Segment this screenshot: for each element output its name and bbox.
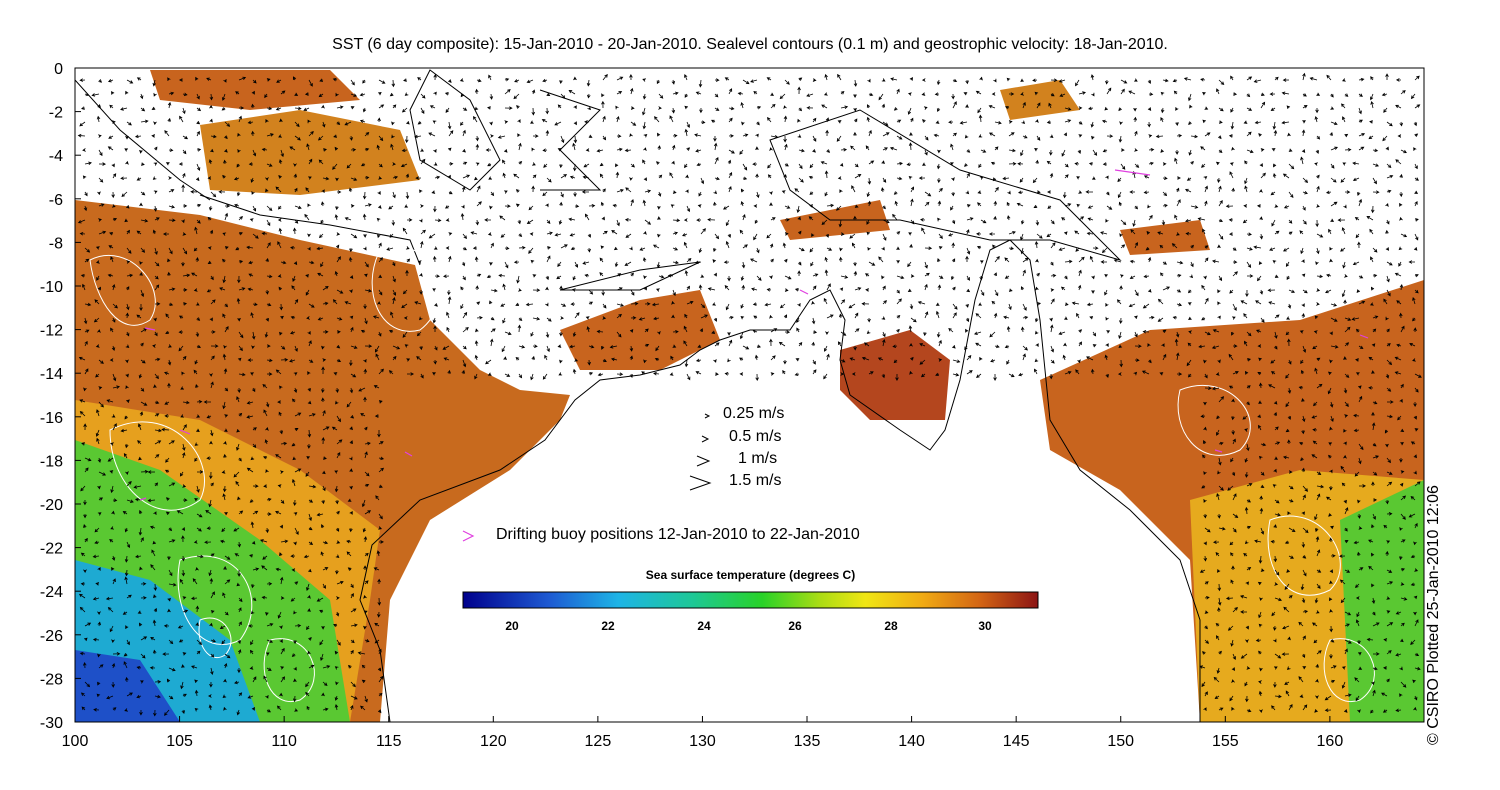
map-title: SST (6 day composite): 15-Jan-2010 - 20-… bbox=[332, 36, 1168, 53]
plot-frame bbox=[74, 67, 1425, 723]
arrow-0.25 bbox=[704, 413, 711, 419]
x-tick-label: 100 bbox=[62, 733, 89, 750]
sumatra-coast bbox=[75, 79, 211, 201]
x-tick-label: 140 bbox=[898, 733, 925, 750]
sst-west-cold bbox=[75, 650, 180, 722]
x-tick-label: 115 bbox=[376, 733, 402, 750]
sst-pacific-north bbox=[1000, 80, 1080, 120]
credit-label: © CSIRO Plotted 25-Jan-2010 12:06 bbox=[1425, 485, 1442, 745]
y-tick-label: -30 bbox=[40, 715, 63, 732]
x-tick-label: 150 bbox=[1107, 733, 1134, 750]
velocity-legend-label: 0.5 m/s bbox=[729, 428, 782, 445]
borneo-coast bbox=[409, 69, 501, 191]
y-tick-label: -6 bbox=[49, 192, 63, 209]
colorbar-tick: 22 bbox=[601, 619, 615, 633]
y-tick-label: -20 bbox=[40, 497, 63, 514]
y-tick-label: -16 bbox=[40, 410, 63, 427]
x-tick-label: 130 bbox=[689, 733, 716, 750]
x-tick-label: 155 bbox=[1212, 733, 1239, 750]
sst-gulf bbox=[840, 330, 950, 420]
colorbar-tick: 24 bbox=[697, 619, 711, 633]
y-tick-label: -14 bbox=[40, 366, 63, 383]
y-tick-label: -10 bbox=[40, 279, 63, 296]
x-axis: 100 105 110 115 120 125 130 135 140 145 150 155 160 bbox=[62, 716, 1344, 750]
colorbar-title: Sea surface temperature (degrees C) bbox=[645, 568, 856, 582]
timor-coast bbox=[559, 261, 701, 291]
y-tick-label: -18 bbox=[40, 453, 63, 470]
buoy-legend-symbol bbox=[462, 530, 475, 542]
y-tick-label: -22 bbox=[40, 541, 63, 558]
velocity-legend-arrows bbox=[689, 413, 712, 491]
coastlines bbox=[75, 69, 1201, 722]
colorbar-tick: 26 bbox=[788, 619, 802, 633]
x-tick-label: 120 bbox=[480, 733, 507, 750]
y-tick-label: -12 bbox=[40, 323, 63, 340]
sst-solomon bbox=[1120, 220, 1210, 255]
drifting-buoys bbox=[139, 169, 1369, 501]
colorbar bbox=[462, 591, 1039, 609]
x-tick-label: 135 bbox=[794, 733, 821, 750]
y-axis: 0 -2 -4 -6 -8 -10 -12 -14 -16 -18 -20 -22 -24 -26 -28 -… bbox=[40, 61, 81, 732]
australia-coast bbox=[359, 239, 1201, 722]
colorbar-tick: 30 bbox=[978, 619, 992, 633]
sst-java-sea bbox=[200, 110, 420, 195]
y-tick-label: -26 bbox=[40, 628, 63, 645]
x-tick-label: 160 bbox=[1317, 733, 1344, 750]
sst-coral-green bbox=[1340, 480, 1424, 722]
arrow-1 bbox=[696, 455, 711, 467]
colorbar-tick: 28 bbox=[884, 619, 898, 633]
arrow-1.5 bbox=[689, 475, 712, 491]
x-tick-label: 110 bbox=[271, 733, 297, 750]
geostrophic-velocity-arrows bbox=[77, 72, 1422, 717]
sst-timor bbox=[560, 290, 720, 370]
sulawesi-coast bbox=[539, 89, 602, 191]
x-tick-label: 125 bbox=[585, 733, 612, 750]
y-tick-label: -4 bbox=[49, 148, 63, 165]
new-guinea-coast bbox=[769, 109, 1122, 262]
y-tick-label: -2 bbox=[49, 105, 63, 122]
x-tick-label: 105 bbox=[166, 733, 193, 750]
y-tick-label: -24 bbox=[40, 584, 63, 601]
velocity-legend-label: 0.25 m/s bbox=[723, 405, 785, 422]
velocity-legend-label: 1 m/s bbox=[738, 450, 778, 467]
y-tick-label: 0 bbox=[54, 61, 63, 78]
x-tick-label: 145 bbox=[1003, 733, 1030, 750]
velocity-legend-label: 1.5 m/s bbox=[729, 472, 782, 489]
sst-north-patch bbox=[150, 70, 360, 110]
sst-field bbox=[75, 70, 1424, 722]
y-tick-label: -8 bbox=[49, 235, 63, 252]
sealevel-contours bbox=[89, 246, 1375, 703]
buoy-legend-label: Drifting buoy positions 12-Jan-2010 to 2… bbox=[496, 526, 860, 543]
java-coast bbox=[199, 194, 421, 266]
arrow-0.5 bbox=[701, 435, 710, 443]
y-tick-label: -28 bbox=[40, 671, 63, 688]
colorbar-tick: 20 bbox=[505, 619, 519, 633]
